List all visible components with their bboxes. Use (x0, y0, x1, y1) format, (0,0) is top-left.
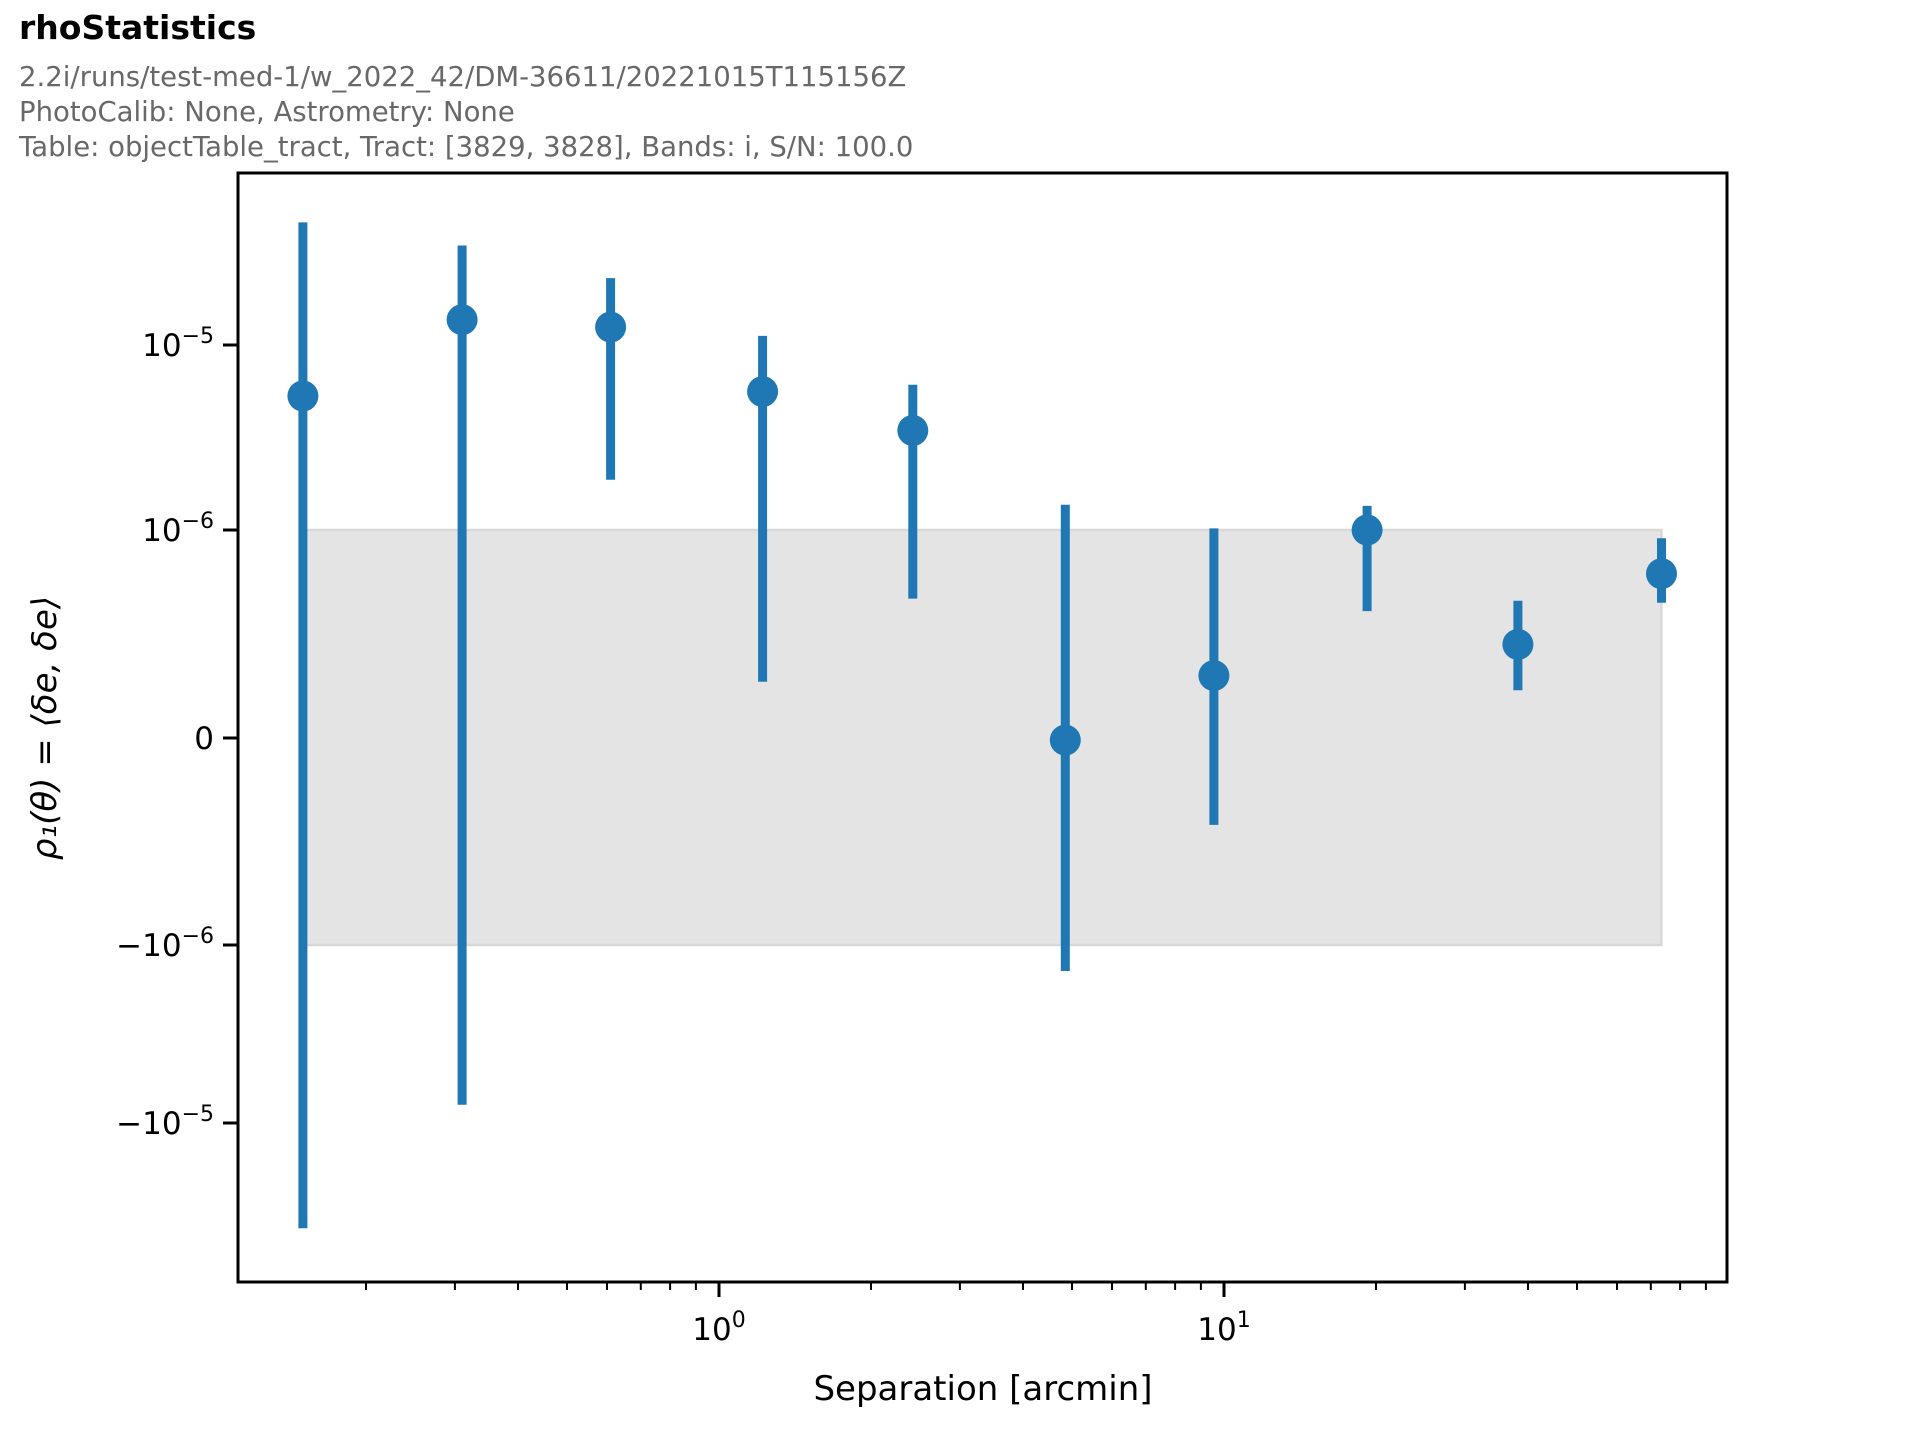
reference-band (301, 528, 1663, 947)
data-point-marker (747, 376, 779, 408)
plot-subtitle-table: Table: objectTable_tract, Tract: [3829, … (19, 131, 914, 163)
axes-frame (236, 171, 1729, 1284)
x-axis-label: Separation [arcmin] (813, 1369, 1152, 1409)
plot-title: rhoStatistics (19, 8, 257, 47)
y-tick-label: −10−5 (116, 1102, 214, 1142)
x-tick-label: 101 (1197, 1308, 1250, 1348)
data-point-marker (1198, 660, 1230, 692)
x-tick-label: 100 (692, 1308, 745, 1348)
data-point-marker (1502, 628, 1534, 660)
plot-header: rhoStatistics 2.2i/runs/test-med-1/w_202… (19, 8, 913, 165)
plot-subtitle-calib: PhotoCalib: None, Astrometry: None (19, 96, 515, 128)
y-tick-label: 10−5 (142, 324, 214, 364)
data-point-marker (1351, 514, 1383, 546)
data-point-marker (446, 304, 478, 336)
plot-subtitle-run: 2.2i/runs/test-med-1/w_2022_42/DM-36611/… (19, 61, 907, 93)
y-tick-label: 0 (194, 721, 214, 757)
data-point-marker (1049, 724, 1081, 756)
data-point-marker (1646, 558, 1677, 590)
data-point-marker (897, 415, 929, 446)
data-point-marker (287, 380, 319, 412)
y-axis-label: ρ₁(θ) = ⟨δe, δe⟩ (25, 596, 65, 860)
data-point-marker (595, 311, 627, 343)
y-tick-label: 10−6 (142, 509, 214, 549)
y-tick-label: −10−6 (116, 924, 214, 964)
